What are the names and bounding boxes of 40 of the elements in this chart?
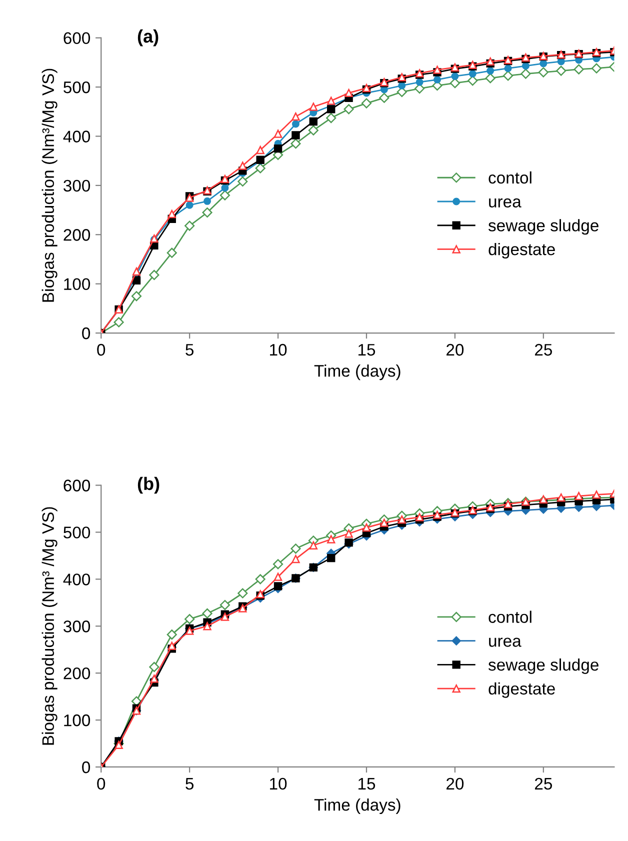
y-tick-label: 200 xyxy=(64,667,90,680)
y-tick-label: 0 xyxy=(82,327,90,340)
x-tick-label: 25 xyxy=(534,344,552,356)
y-tick-label: 100 xyxy=(64,714,90,726)
x-tick-label: 10 xyxy=(270,344,287,356)
x-axis-title: Time (days) xyxy=(314,364,400,380)
x-tick-label: 15 xyxy=(358,344,376,356)
x-tick-label: 0 xyxy=(97,778,106,790)
y-tick-label: 500 xyxy=(64,526,90,538)
y-tick-label: 500 xyxy=(64,81,90,94)
chart-title: (a) xyxy=(138,29,158,46)
legend-label: digestate xyxy=(488,242,555,259)
y-tick-label: 600 xyxy=(64,480,90,492)
x-tick-label: 20 xyxy=(446,778,464,790)
chart-title: (b) xyxy=(138,476,160,494)
y-tick-label: 200 xyxy=(64,229,90,241)
y-tick-label: 300 xyxy=(64,620,90,632)
legend-label: urea xyxy=(489,198,522,208)
legend-label: sewage sludge xyxy=(488,219,598,235)
y-tick-label: 600 xyxy=(64,32,90,44)
legend-label: contol xyxy=(488,171,532,184)
x-tick-label: 15 xyxy=(358,778,376,790)
legend-label: sewage sludge xyxy=(488,658,598,674)
legend-label: contol xyxy=(488,610,532,623)
x-tick-label: 5 xyxy=(186,778,194,790)
y-tick-label: 100 xyxy=(64,278,90,290)
y-axis-title: Biogas production (Nm³ /Mg VS) xyxy=(42,507,58,745)
x-tick-label: 20 xyxy=(446,344,464,356)
y-tick-label: 400 xyxy=(63,574,90,586)
y-tick-label: 300 xyxy=(64,180,90,192)
y-tick-label: 400 xyxy=(63,130,90,142)
x-tick-label: 10 xyxy=(270,778,287,790)
x-axis-title: Time (days) xyxy=(314,798,400,814)
y-axis-title: Biogas production (Nm³/Mg VS) xyxy=(42,68,58,302)
legend-label: urea xyxy=(489,638,522,647)
legend-label: digestate xyxy=(488,682,555,698)
x-tick-label: 0 xyxy=(97,344,106,356)
y-tick-label: 0 xyxy=(82,761,90,774)
x-tick-label: 5 xyxy=(186,344,194,356)
x-tick-label: 25 xyxy=(534,778,552,790)
